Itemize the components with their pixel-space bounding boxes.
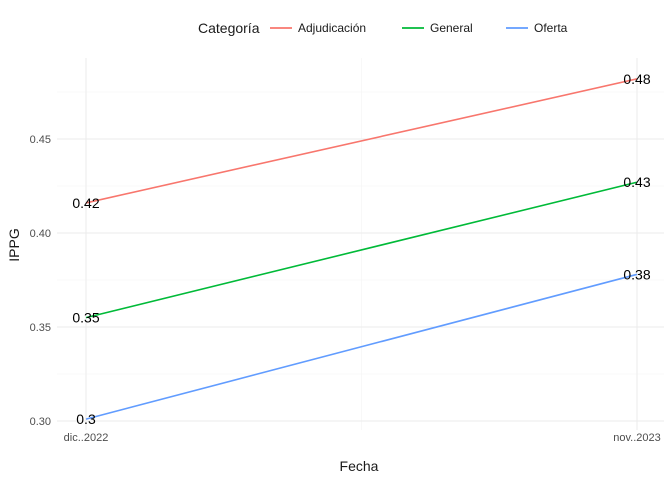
data-label: 0.35 [72, 310, 99, 326]
legend-title: Categoría [198, 20, 260, 36]
y-tick-label: 0.45 [30, 134, 51, 146]
data-label: 0.38 [623, 266, 650, 282]
data-label: 0.42 [72, 195, 99, 211]
y-axis-ticks: 0.30 0.35 0.40 0.45 [30, 134, 51, 428]
series-line-adjudicación [85, 78, 638, 204]
legend-label: Oferta [534, 21, 568, 35]
legend-label: General [430, 21, 473, 35]
series-line-general [85, 181, 638, 319]
series-line-oferta [85, 273, 638, 420]
x-axis-title: Fecha [340, 458, 379, 474]
data-label: 0.3 [76, 411, 96, 427]
y-axis-title: IPPG [6, 228, 22, 261]
series-lines [85, 78, 638, 420]
x-tick-label: dic..2022 [64, 432, 109, 444]
legend-label: Adjudicación [298, 21, 366, 35]
data-label: 0.48 [623, 71, 650, 87]
x-tick-label: nov..2023 [613, 432, 661, 444]
y-tick-label: 0.35 [30, 322, 51, 334]
data-labels: 0.42 0.48 0.35 0.43 0.3 0.38 [72, 71, 650, 427]
data-label: 0.43 [623, 174, 650, 190]
y-tick-label: 0.30 [30, 416, 51, 428]
x-axis-ticks: dic..2022 nov..2023 [64, 432, 661, 444]
y-tick-label: 0.40 [30, 228, 51, 240]
grid [57, 58, 664, 430]
legend: Categoría Adjudicación General Oferta [198, 20, 568, 36]
